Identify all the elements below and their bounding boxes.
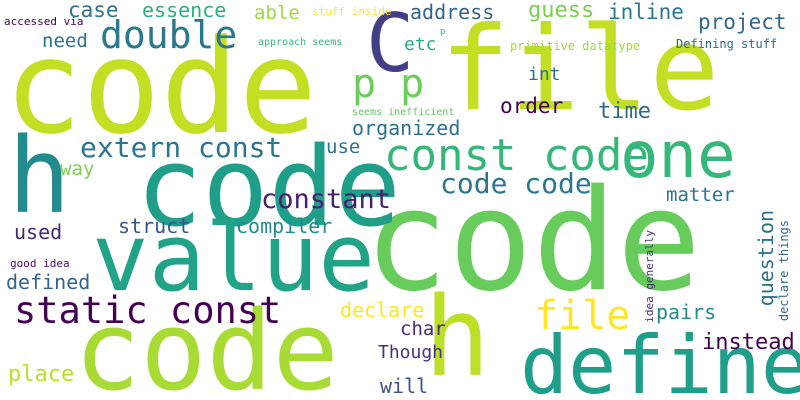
word-extern-const: extern const [80,131,283,164]
word-defined: defined [6,270,91,294]
word-primitive-datatype: primitive datatype [510,39,641,53]
word-guess: guess [528,0,595,23]
word-p: p [440,27,446,37]
word-compiler: compiler [236,214,333,238]
word-p-p: p p [352,61,425,107]
word-code-4: code [74,287,339,400]
word-int: int [528,64,561,85]
word-h-1: h [8,115,71,237]
word-use: use [326,136,361,158]
word-able: able [254,2,300,24]
word-instead: instead [702,330,795,355]
word-static-const: static const [14,289,282,332]
word-one: one [620,119,736,193]
word-code-code: code code [440,167,592,200]
word-case: case [68,0,119,22]
word-constant: constant [261,184,392,215]
word-file-1: file [440,2,720,137]
word-accessed-via: accessed via [4,15,84,28]
word-though: Though [378,342,444,363]
word-essence: essence [142,0,227,22]
word-defining-stuff: Defining stuff [676,37,778,51]
word-stuff-inside: stuff inside [312,5,392,18]
word-approach-seems: approach seems [258,37,343,48]
word-h-2: h [424,273,491,400]
word-code-3: code [136,123,401,251]
word-c: C [366,0,415,90]
word-const-code: const code [384,130,649,181]
word-question: question [754,210,778,307]
word-code-1: code [4,11,318,163]
word-double: double [100,13,238,57]
word-need: need [42,30,88,52]
word-order: order [500,94,564,118]
word-struct: struct [118,214,191,238]
word-code-2: code [364,160,702,323]
word-will: will [380,374,429,398]
word-declare-things: declare things [777,220,791,322]
word-used: used [14,220,63,244]
word-inline: inline [608,0,684,24]
word-pairs: pairs [656,300,717,324]
word-way: way [60,158,95,180]
word-project: project [698,10,787,34]
word-idea-generally: idea generally [643,230,656,323]
word-declare: declare [340,298,425,322]
word-place: place [8,362,75,387]
word-time: time [598,99,651,124]
word-file-2: file [534,293,631,339]
word-seems-inefficient: seems inefficient [352,107,455,118]
word-etc: etc [404,34,437,55]
word-define: define [520,319,800,400]
word-good-idea: good idea [10,257,70,270]
word-organized: organized [352,116,461,140]
word-char: char [400,318,446,340]
word-matter: matter [666,184,735,206]
word-address: address [410,0,495,24]
word-value: value [92,204,375,313]
